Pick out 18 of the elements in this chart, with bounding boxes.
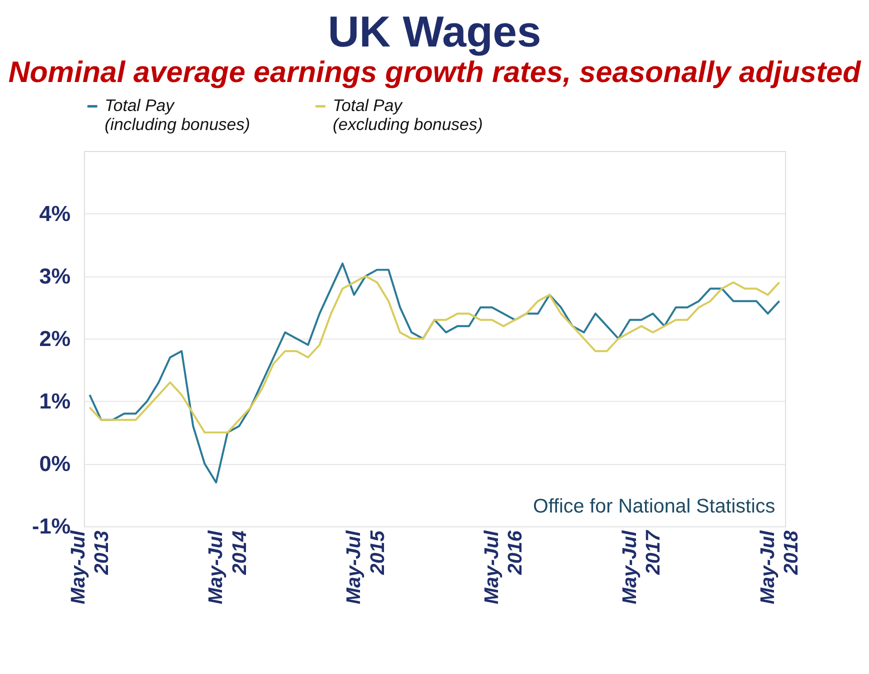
legend-label: Total Pay (including bonuses) xyxy=(104,96,250,134)
y-tick-label: 3% xyxy=(39,263,71,288)
legend-label: Total Pay (excluding bonuses) xyxy=(332,96,483,134)
line-series xyxy=(88,275,780,434)
x-tick-label: May-Jul 2018 xyxy=(756,530,803,604)
annotation: Office for National Statistics xyxy=(532,495,776,518)
x-tick-label: May-Jul 2017 xyxy=(618,530,665,604)
y-tick-label: 1% xyxy=(39,388,71,414)
y-tick-label: 4% xyxy=(39,200,71,226)
line-series xyxy=(88,262,780,484)
x-tick-label: May-Jul 2016 xyxy=(481,530,527,604)
y-tick-label: 0% xyxy=(39,451,71,476)
x-tick-label: May-Jul 2015 xyxy=(343,530,389,604)
chart-subtitle: Nominal average earnings growth rates, seasonally adjusted xyxy=(8,56,862,89)
x-tick-label: May-Jul 2014 xyxy=(205,530,251,604)
chart-title: UK Wages xyxy=(328,8,542,56)
y-tick-label: 2% xyxy=(39,326,71,352)
y-tick-label: -1% xyxy=(32,514,71,539)
